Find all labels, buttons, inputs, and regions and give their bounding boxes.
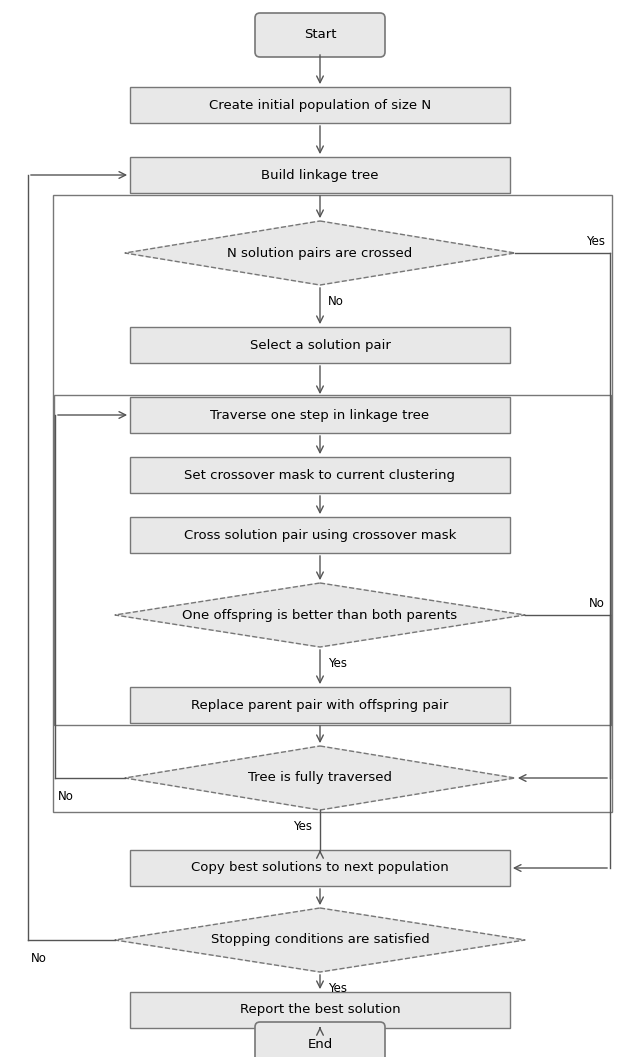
- Text: No: No: [328, 295, 344, 308]
- Text: Report the best solution: Report the best solution: [240, 1003, 400, 1017]
- Text: One offspring is better than both parents: One offspring is better than both parent…: [182, 609, 458, 622]
- Polygon shape: [115, 583, 525, 647]
- Bar: [130, 87, 510, 123]
- Bar: [53, 194, 612, 812]
- Text: Stopping conditions are satisfied: Stopping conditions are satisfied: [211, 933, 429, 946]
- Polygon shape: [115, 908, 525, 972]
- Text: Yes: Yes: [328, 657, 347, 670]
- Text: Copy best solutions to next population: Copy best solutions to next population: [191, 861, 449, 874]
- FancyBboxPatch shape: [255, 13, 385, 57]
- Text: Select a solution pair: Select a solution pair: [250, 338, 390, 352]
- Text: Build linkage tree: Build linkage tree: [261, 168, 379, 182]
- Bar: [54, 395, 611, 725]
- Text: Start: Start: [304, 29, 336, 41]
- Text: N solution pairs are crossed: N solution pairs are crossed: [227, 246, 413, 260]
- Text: Cross solution pair using crossover mask: Cross solution pair using crossover mask: [184, 528, 456, 541]
- Bar: [130, 850, 510, 886]
- Text: Tree is fully traversed: Tree is fully traversed: [248, 772, 392, 784]
- Polygon shape: [125, 746, 515, 810]
- Bar: [130, 327, 510, 363]
- Text: Yes: Yes: [328, 982, 347, 995]
- Text: No: No: [31, 952, 47, 965]
- Text: No: No: [589, 597, 605, 610]
- Text: End: End: [307, 1038, 333, 1051]
- Bar: [130, 157, 510, 193]
- Bar: [130, 457, 510, 493]
- Text: Create initial population of size N: Create initial population of size N: [209, 98, 431, 111]
- Polygon shape: [125, 221, 515, 285]
- Text: No: No: [58, 790, 74, 803]
- Text: Set crossover mask to current clustering: Set crossover mask to current clustering: [184, 468, 456, 482]
- Text: Replace parent pair with offspring pair: Replace parent pair with offspring pair: [191, 699, 449, 711]
- Text: Yes: Yes: [293, 820, 312, 833]
- Bar: [130, 993, 510, 1028]
- Text: Traverse one step in linkage tree: Traverse one step in linkage tree: [211, 408, 429, 422]
- Bar: [130, 397, 510, 433]
- FancyBboxPatch shape: [255, 1022, 385, 1057]
- Text: Yes: Yes: [586, 235, 605, 248]
- Bar: [130, 687, 510, 723]
- Bar: [130, 517, 510, 553]
